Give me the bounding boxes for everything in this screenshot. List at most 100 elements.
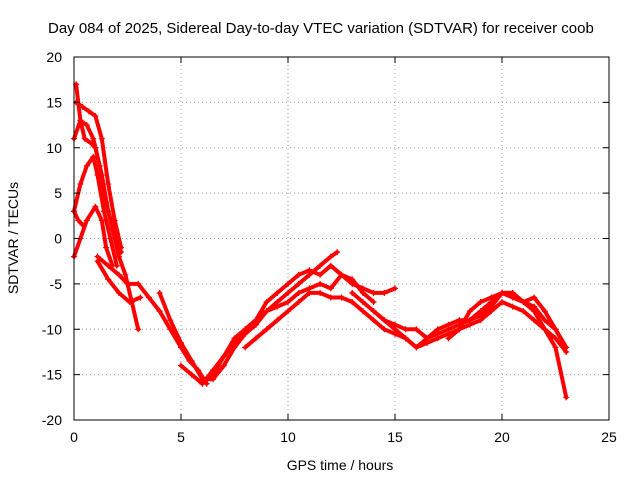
y-tick-label: -20 — [42, 412, 62, 428]
data-point-marker — [156, 308, 163, 315]
data-point-marker — [520, 299, 527, 306]
data-point-marker — [541, 326, 548, 333]
data-point-marker — [137, 294, 144, 301]
data-point-marker — [285, 299, 291, 306]
data-point-marker — [520, 308, 527, 315]
chart-title: Day 084 of 2025, Sidereal Day-to-day VTE… — [48, 20, 594, 37]
data-point-marker — [306, 289, 313, 296]
data-point-marker — [563, 394, 570, 401]
data-point-marker — [392, 326, 398, 333]
data-point-marker — [85, 108, 92, 115]
data-point-marker — [488, 303, 495, 310]
data-point-marker — [92, 203, 99, 210]
data-point-marker — [178, 339, 184, 346]
data-point-marker — [359, 299, 366, 306]
data-point-marker — [285, 308, 291, 315]
data-point-marker — [531, 294, 538, 301]
data-point-marker — [83, 162, 90, 169]
series-line-arc-4 — [72, 154, 119, 268]
data-point-marker — [167, 317, 174, 324]
data-point-marker — [285, 280, 291, 287]
y-tick-label: -5 — [50, 276, 63, 292]
data-point-marker — [274, 317, 281, 324]
data-point-marker — [445, 326, 452, 333]
data-point-marker — [199, 380, 206, 387]
y-axis-label: SDTVAR / TECUs — [5, 182, 21, 294]
data-point-marker — [499, 299, 505, 306]
data-point-marker — [509, 289, 516, 296]
data-point-marker — [392, 285, 398, 292]
data-point-marker — [359, 308, 366, 315]
data-point-marker — [81, 135, 88, 142]
axis-ticks: 0 5 10 15 20 25 -20 -15 -10 -5 0 5 10 15 20 — [42, 49, 617, 445]
data-point-marker — [79, 221, 86, 228]
data-point-marker — [107, 235, 114, 242]
y-tick-label: 15 — [46, 94, 62, 110]
data-point-marker — [88, 140, 95, 147]
data-point-marker — [466, 317, 473, 324]
data-point-marker — [466, 308, 473, 315]
x-tick-label: 5 — [177, 429, 185, 445]
data-point-marker — [188, 371, 195, 378]
data-point-marker — [552, 326, 559, 333]
data-point-marker — [103, 244, 110, 251]
data-point-marker — [210, 367, 217, 374]
data-point-marker — [252, 335, 259, 342]
y-tick-label: 10 — [46, 140, 62, 156]
data-point-marker — [105, 181, 112, 188]
data-point-marker — [370, 299, 377, 306]
data-point-marker — [115, 253, 122, 260]
data-point-marker — [531, 317, 538, 324]
data-point-marker — [563, 344, 570, 351]
data-point-marker — [220, 362, 227, 369]
data-point-marker — [124, 280, 131, 287]
data-point-marker — [263, 299, 270, 306]
data-point-marker — [263, 308, 270, 315]
data-point-marker — [317, 289, 324, 296]
data-point-marker — [113, 235, 120, 242]
data-point-marker — [90, 135, 97, 142]
data-point-marker — [509, 303, 516, 310]
data-point-marker — [135, 326, 142, 333]
series-group — [71, 81, 570, 401]
data-point-marker — [456, 326, 463, 333]
data-point-marker — [306, 267, 313, 274]
data-point-marker — [295, 280, 302, 287]
data-point-marker — [327, 253, 334, 260]
x-tick-label: 25 — [601, 429, 617, 445]
data-point-marker — [327, 285, 334, 292]
data-point-marker — [188, 358, 195, 365]
data-point-marker — [220, 353, 227, 360]
data-point-marker — [413, 344, 420, 351]
series-line-arc-2 — [74, 100, 124, 250]
series-line-arc-15 — [446, 290, 569, 350]
data-point-marker — [295, 271, 302, 278]
x-tick-label: 20 — [494, 429, 510, 445]
data-point-marker — [90, 153, 97, 160]
data-point-marker — [477, 312, 484, 319]
data-point-marker — [135, 280, 142, 287]
data-point-marker — [115, 271, 122, 278]
data-point-marker — [100, 208, 107, 215]
grid — [74, 57, 609, 420]
data-point-marker — [252, 317, 259, 324]
data-point-marker — [370, 289, 377, 296]
data-point-marker — [98, 217, 105, 224]
data-point-marker — [105, 276, 112, 283]
data-point-marker — [413, 326, 420, 333]
data-point-marker — [541, 308, 548, 315]
data-point-marker — [349, 280, 356, 287]
x-tick-label: 10 — [280, 429, 296, 445]
data-point-marker — [167, 326, 174, 333]
data-point-marker — [381, 317, 388, 324]
data-point-marker — [118, 249, 125, 256]
data-point-marker — [242, 344, 249, 351]
series-line-arc-9 — [157, 250, 340, 382]
data-point-marker — [242, 326, 249, 333]
data-point-marker — [126, 299, 133, 306]
data-point-marker — [77, 181, 84, 188]
data-point-marker — [541, 317, 548, 324]
data-point-marker — [445, 335, 452, 342]
data-point-marker — [115, 289, 122, 296]
